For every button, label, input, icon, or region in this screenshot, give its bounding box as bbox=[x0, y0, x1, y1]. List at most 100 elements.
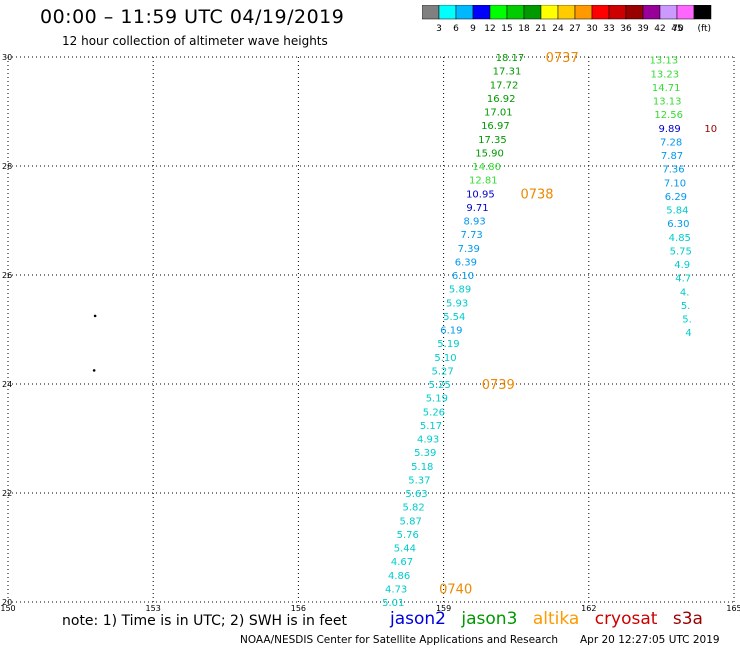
wave-height-label: 4.85 bbox=[669, 233, 691, 244]
time-label: 0739 bbox=[482, 378, 515, 393]
wave-height-label: 5.82 bbox=[402, 503, 424, 514]
legend-item-s3a: s3a bbox=[672, 609, 703, 629]
wave-height-label: 5.93 bbox=[446, 298, 468, 309]
wave-height-label: 4.9 bbox=[674, 260, 690, 271]
colorbar-label: 24 bbox=[552, 24, 564, 34]
satellite-legend: jason2 jason3 altika cryosat s3a bbox=[390, 609, 713, 629]
wave-height-label: 5.44 bbox=[394, 544, 416, 555]
colorbar-label: 36 bbox=[620, 24, 632, 34]
data-point-marker bbox=[93, 314, 97, 318]
wave-height-label: 4.93 bbox=[417, 435, 439, 446]
x-tick-label: 159 bbox=[436, 604, 451, 613]
wave-height-label: 17.72 bbox=[490, 80, 519, 91]
y-tick-label: 20 bbox=[2, 598, 12, 607]
wave-height-label: 9.89 bbox=[658, 124, 680, 135]
y-tick-label: 24 bbox=[2, 380, 12, 389]
data-point-marker bbox=[92, 369, 96, 372]
wave-height-label: 10.95 bbox=[466, 189, 495, 200]
wave-height-label: 17.31 bbox=[493, 67, 522, 78]
wave-height-label: 5.17 bbox=[420, 421, 442, 432]
wave-height-label: 6.39 bbox=[455, 257, 477, 268]
wave-height-label: 4.86 bbox=[388, 571, 410, 582]
y-tick-label: 30 bbox=[2, 53, 12, 62]
x-tick-label: 153 bbox=[146, 604, 161, 613]
wave-height-label: 13.13 bbox=[653, 97, 682, 108]
wave-height-label: 5.10 bbox=[434, 353, 456, 364]
colorbar-label: 18 bbox=[518, 24, 530, 34]
wave-height-label: 4 bbox=[685, 328, 691, 339]
wave-height-label: 5.76 bbox=[397, 530, 419, 541]
wave-height-label: 7.87 bbox=[661, 151, 683, 162]
colorbar-label: 39 bbox=[637, 24, 649, 34]
wave-height-label: 6.19 bbox=[440, 326, 462, 337]
wave-height-label: 4.67 bbox=[391, 557, 413, 568]
legend-item-cryosat: cryosat bbox=[594, 609, 658, 629]
colorbar-label: 21 bbox=[535, 24, 546, 34]
wave-height-label: 6.10 bbox=[452, 271, 474, 282]
chart-subtitle: 12 hour collection of altimeter wave hei… bbox=[62, 34, 328, 48]
wave-height-label: 16.92 bbox=[487, 94, 516, 105]
wave-height-label: 15.90 bbox=[475, 148, 504, 159]
wave-height-label: 4.73 bbox=[385, 584, 407, 595]
wave-height-label: 4. bbox=[680, 287, 690, 298]
wave-height-label: 5.37 bbox=[408, 475, 430, 486]
wave-height-label: 12.56 bbox=[654, 110, 683, 121]
y-tick-label: 22 bbox=[2, 489, 12, 498]
colorbar-unit: (ft) bbox=[697, 24, 711, 34]
wave-height-label: 5. bbox=[681, 301, 691, 312]
colorbar-label: 33 bbox=[603, 24, 614, 34]
time-label: 0737 bbox=[546, 51, 579, 66]
wave-height-label: 5.75 bbox=[670, 246, 692, 257]
legend-item-jason2: jason2 bbox=[390, 609, 446, 629]
y-tick-label: 26 bbox=[2, 271, 12, 280]
wave-height-label: 18.17 bbox=[496, 53, 525, 64]
footer-timestamp: Apr 20 12:27:05 UTC 2019 bbox=[580, 634, 720, 646]
wave-height-label: 7.73 bbox=[461, 230, 483, 241]
legend-item-altika: altika bbox=[532, 609, 580, 629]
colorbar-label: 12 bbox=[484, 24, 495, 34]
wave-height-label: 5.87 bbox=[400, 516, 422, 527]
wave-height-label: 10 bbox=[704, 124, 717, 135]
time-label: 0738 bbox=[520, 187, 553, 202]
x-tick-label: 150 bbox=[0, 604, 15, 613]
time-label: 0740 bbox=[439, 582, 472, 597]
wave-height-label: 13.23 bbox=[650, 69, 679, 80]
colorbar-swatch bbox=[693, 5, 712, 20]
wave-height-label: 5.54 bbox=[443, 312, 465, 323]
colorbar-label: 27 bbox=[569, 24, 580, 34]
wave-height-label: 7.39 bbox=[458, 244, 480, 255]
wave-height-label: 5.18 bbox=[411, 462, 433, 473]
wave-height-label: 5.01 bbox=[382, 598, 404, 609]
colorbar-label: 70 bbox=[672, 24, 684, 34]
colorbar-label: 45 bbox=[671, 24, 682, 34]
wave-height-label: 6.29 bbox=[665, 192, 687, 203]
note-text: note: 1) Time is in UTC; 2) SWH is in fe… bbox=[62, 613, 348, 629]
wave-height-label: 17.35 bbox=[478, 135, 507, 146]
wave-height-label: 13.13 bbox=[649, 56, 678, 67]
wave-height-label: 7.36 bbox=[662, 165, 684, 176]
wave-height-label: 16.97 bbox=[481, 121, 510, 132]
wave-height-label: 5.19 bbox=[426, 394, 448, 405]
y-tick-label: 28 bbox=[2, 162, 12, 171]
wave-height-label: 8.93 bbox=[463, 217, 485, 228]
wave-height-label: 6.30 bbox=[667, 219, 689, 230]
wave-height-label: 14.71 bbox=[652, 83, 681, 94]
wave-height-label: 9.71 bbox=[466, 203, 488, 214]
wave-height-label: 5.27 bbox=[431, 366, 453, 377]
wave-height-label: 12.81 bbox=[469, 176, 498, 187]
wave-height-label: 7.28 bbox=[660, 137, 682, 148]
wave-height-label: 4.7 bbox=[675, 274, 691, 285]
chart-title: 00:00 – 11:59 UTC 04/19/2019 bbox=[40, 6, 345, 28]
wave-height-label: 14.80 bbox=[472, 162, 501, 173]
colorbar-label: 15 bbox=[501, 24, 512, 34]
wave-height-label: 5.39 bbox=[414, 448, 436, 459]
wave-height-label: 5.89 bbox=[449, 285, 471, 296]
colorbar-label: 30 bbox=[586, 24, 598, 34]
wave-height-label: 5.19 bbox=[437, 339, 459, 350]
x-tick-label: 162 bbox=[581, 604, 596, 613]
x-tick-label: 165 bbox=[726, 604, 740, 613]
wave-height-label: 5. bbox=[682, 315, 692, 326]
wave-height-label: 5.25 bbox=[429, 380, 451, 391]
